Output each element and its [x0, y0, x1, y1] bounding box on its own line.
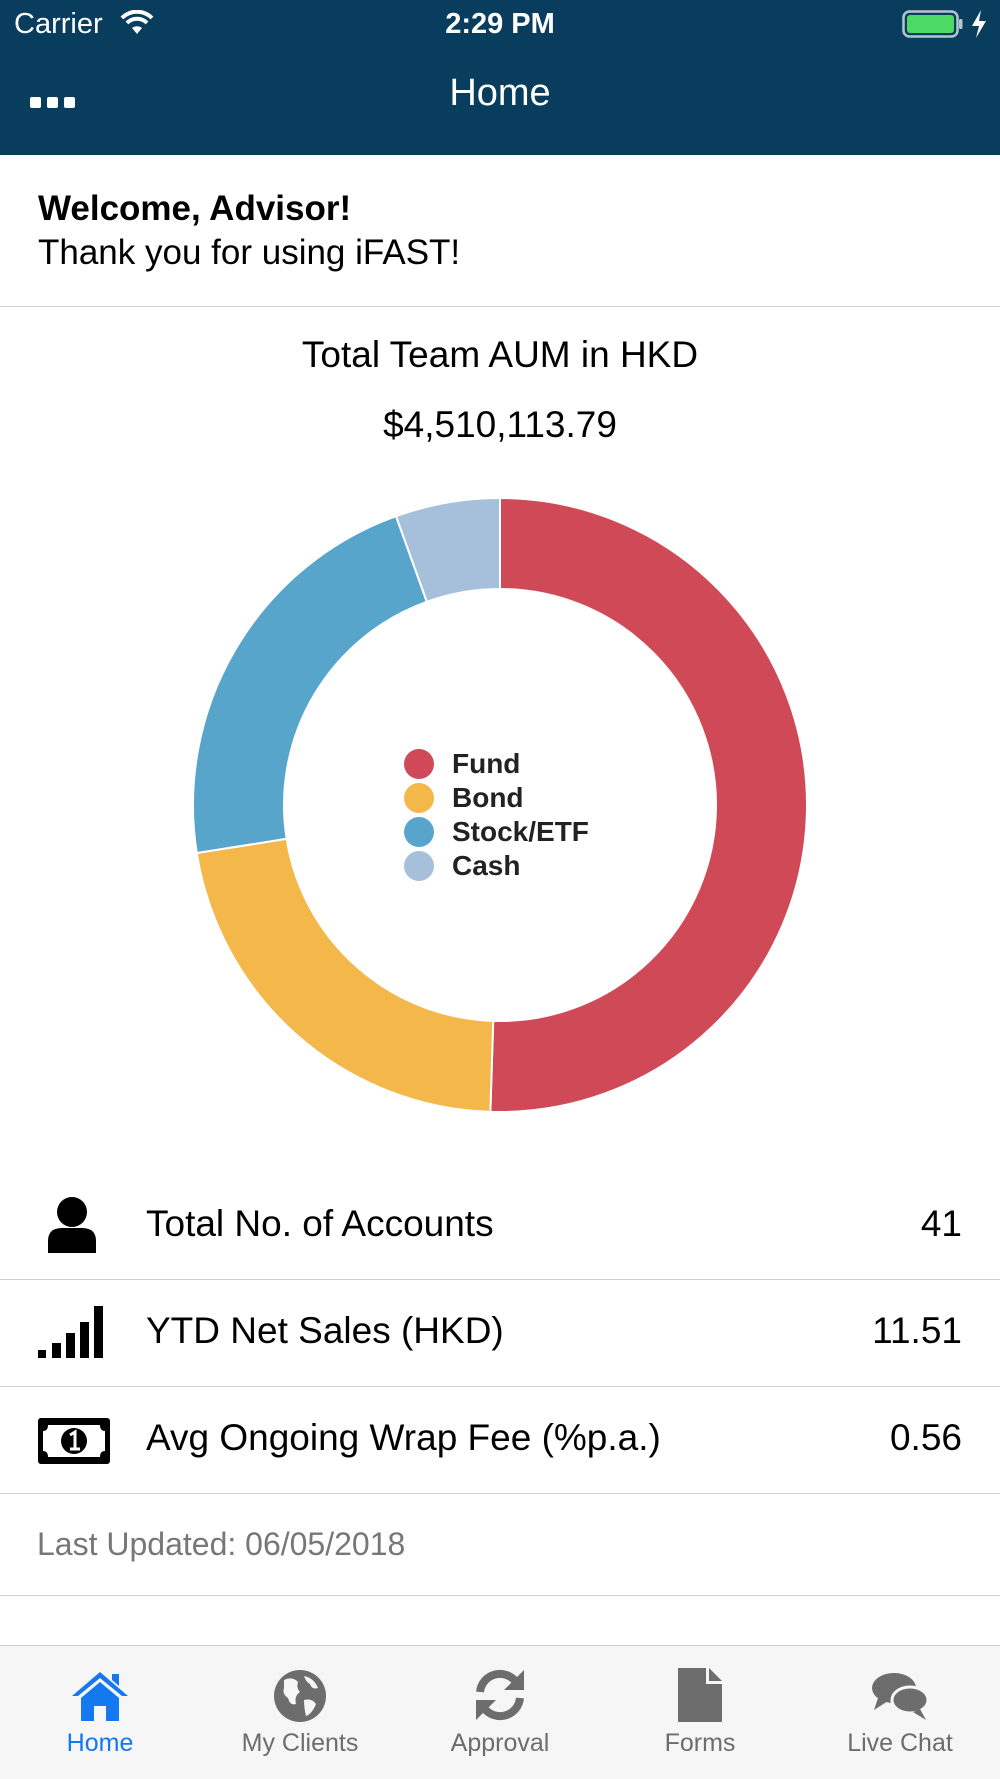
stat-label: Total No. of Accounts: [146, 1203, 494, 1244]
stat-label: YTD Net Sales (HKD): [146, 1310, 504, 1351]
tab-label: My Clients: [241, 1729, 359, 1757]
document-icon: [678, 1668, 722, 1722]
legend-swatch: [404, 783, 434, 813]
person-icon: [48, 1197, 96, 1253]
more-dot: [30, 96, 41, 108]
legend-item-bond: Bond: [404, 781, 589, 815]
tab-label: Home: [66, 1729, 134, 1757]
signal-bars-icon: [38, 1306, 103, 1358]
stat-value: 0.56: [889, 1417, 962, 1458]
aum-title: Total Team AUM in HKD: [301, 334, 699, 375]
welcome-subtitle: Thank you for using iFAST!: [38, 233, 461, 272]
legend-swatch: [404, 851, 434, 881]
legend-item-cash: Cash: [404, 849, 589, 883]
page-title: Home: [449, 72, 551, 114]
legend-item-fund: Fund: [404, 747, 589, 781]
legend-label: Stock/ETF: [452, 816, 589, 847]
stat-row-wrap-fee[interactable]: Avg Ongoing Wrap Fee (%p.a.) 0.56: [0, 1387, 1000, 1494]
tab-bar: Home My Clients Approval Forms: [0, 1645, 1000, 1779]
last-updated-text: Last Updated: 06/05/2018: [37, 1526, 406, 1562]
legend-swatch: [404, 817, 434, 847]
wifi-icon: [120, 10, 154, 34]
more-dot: [64, 96, 75, 108]
refresh-icon: [476, 1669, 524, 1721]
legend-label: Bond: [452, 782, 524, 813]
more-menu-button[interactable]: [30, 90, 80, 114]
stat-row-accounts[interactable]: Total No. of Accounts 41: [0, 1173, 1000, 1280]
stat-value: 11.51: [872, 1310, 962, 1351]
welcome-section: Welcome, Advisor! Thank you for using iF…: [0, 155, 1000, 307]
legend-item-stock-etf: Stock/ETF: [404, 815, 589, 849]
legend-label: Fund: [452, 748, 521, 779]
charging-bolt-icon: [972, 10, 986, 38]
home-icon: [72, 1672, 128, 1721]
navigation-bar: Carrier 2:29 PM Home: [0, 0, 1000, 155]
globe-icon: [274, 1670, 326, 1722]
status-time: 2:29 PM: [445, 8, 555, 40]
tab-label: Forms: [664, 1729, 736, 1757]
chat-bubbles-icon: [872, 1673, 930, 1720]
stats-list: Total No. of Accounts 41 YTD Net Sales (…: [0, 1173, 1000, 1494]
last-updated-row: Last Updated: 06/05/2018: [0, 1492, 1000, 1596]
more-dot: [47, 96, 58, 108]
tab-home[interactable]: Home: [0, 1646, 200, 1779]
stat-row-net-sales[interactable]: YTD Net Sales (HKD) 11.51: [0, 1280, 1000, 1387]
chart-legend: Fund Bond Stock/ETF Cash: [404, 747, 589, 883]
donut-slice-fund: [489, 496, 808, 1113]
welcome-title: Welcome, Advisor!: [38, 189, 352, 228]
legend-label: Cash: [452, 850, 521, 881]
tab-my-clients[interactable]: My Clients: [200, 1646, 400, 1779]
donut-slice-bond: [195, 837, 495, 1113]
legend-swatch: [404, 749, 434, 779]
carrier-label: Carrier: [14, 8, 103, 40]
tab-label: Live Chat: [847, 1729, 953, 1757]
tab-forms[interactable]: Forms: [600, 1646, 800, 1779]
stat-label: Avg Ongoing Wrap Fee (%p.a.): [146, 1417, 661, 1458]
aum-value: $4,510,113.79: [383, 404, 617, 445]
aum-donut-chart: [192, 496, 808, 1113]
battery-icon: [902, 10, 963, 38]
donut-slice-stock-etf: [192, 514, 429, 855]
donut-slice-cash: [394, 496, 501, 604]
banknote-icon: [38, 1418, 110, 1464]
tab-live-chat[interactable]: Live Chat: [800, 1646, 1000, 1779]
stat-value: 41: [920, 1203, 962, 1244]
tab-label: Approval: [450, 1729, 550, 1757]
tab-approval[interactable]: Approval: [400, 1646, 600, 1779]
